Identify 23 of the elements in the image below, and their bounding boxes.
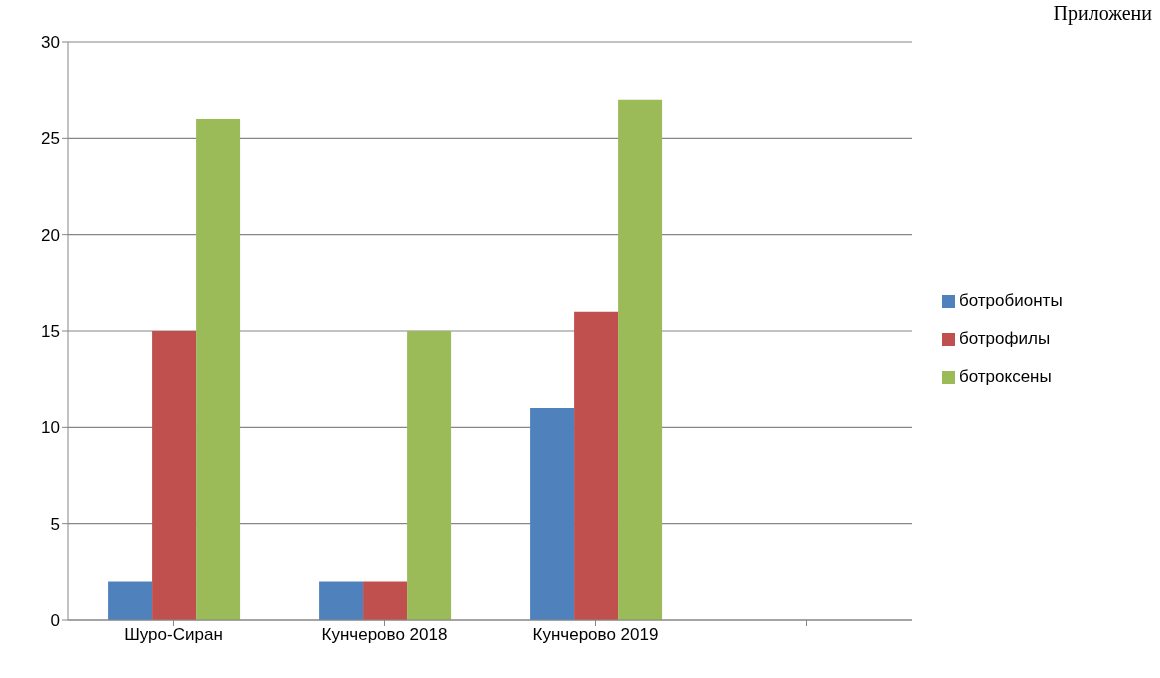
y-tick-label: 10 bbox=[41, 418, 60, 438]
bar bbox=[319, 581, 364, 620]
y-tick-label: 0 bbox=[50, 611, 60, 631]
bar bbox=[530, 408, 575, 620]
y-tick-label: 5 bbox=[50, 514, 60, 534]
bar bbox=[196, 119, 241, 620]
legend-label: ботроксены bbox=[959, 367, 1052, 386]
y-tick-label: 20 bbox=[41, 225, 60, 245]
legend-label: ботрофилы bbox=[959, 329, 1051, 348]
y-tick-label: 25 bbox=[41, 129, 60, 149]
bar bbox=[574, 311, 619, 620]
y-tick-label: 15 bbox=[41, 322, 60, 342]
bar bbox=[152, 331, 197, 620]
bar bbox=[618, 99, 663, 620]
legend-label: ботробионты bbox=[959, 291, 1063, 310]
y-tick-label: 30 bbox=[41, 33, 60, 53]
x-tick-label: Кунчерово 2018 bbox=[321, 625, 448, 645]
text: Приложени bbox=[1053, 2, 1152, 25]
x-tick-label: Кунчерово 2019 bbox=[532, 625, 659, 645]
bar bbox=[363, 581, 408, 620]
bar bbox=[108, 581, 153, 620]
bar bbox=[407, 331, 452, 620]
x-tick-label: Шуро-Сиран bbox=[124, 625, 223, 645]
